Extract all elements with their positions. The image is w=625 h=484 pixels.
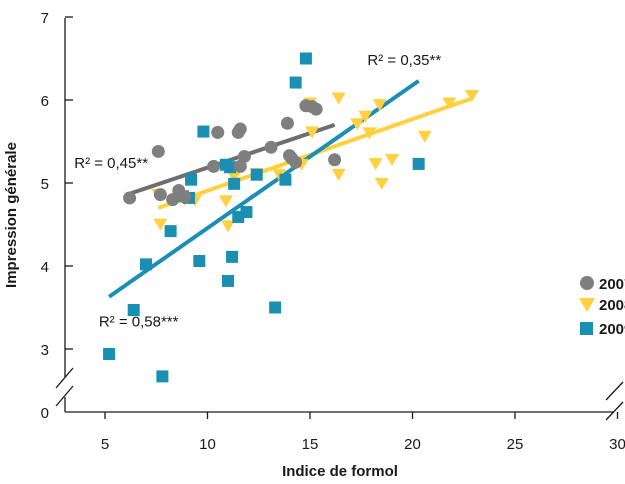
point-2007 — [166, 193, 180, 207]
point-2007 — [233, 159, 247, 173]
point-2008 — [362, 127, 377, 140]
point-2009 — [250, 168, 263, 181]
point-2008 — [368, 158, 383, 171]
point-2009 — [156, 370, 169, 383]
legend-label-2009: 2009 — [599, 321, 625, 338]
point-2008 — [331, 168, 346, 181]
point-2009 — [240, 206, 253, 219]
y-ticks: 0 3 4 5 6 7 — [41, 10, 73, 422]
point-2009 — [222, 274, 234, 287]
right-break-mark-bottom — [605, 401, 624, 421]
x-tick-label: 30 — [609, 436, 625, 453]
point-2009 — [164, 225, 177, 238]
point-2008 — [350, 118, 365, 131]
point-2009 — [279, 173, 292, 186]
point-2009 — [185, 173, 198, 186]
legend: 2007 2008 2009 — [579, 276, 625, 338]
point-2008 — [331, 92, 346, 105]
point-2008 — [442, 97, 457, 110]
point-2007 — [264, 140, 278, 154]
point-2008 — [372, 99, 387, 112]
point-2007 — [123, 191, 137, 205]
axes — [55, 18, 624, 421]
point-2008 — [417, 130, 432, 143]
right-break-mark-top — [605, 381, 624, 401]
legend-label-2007: 2007 — [599, 276, 625, 293]
point-2009 — [197, 125, 210, 138]
x-tick-label: 10 — [199, 436, 216, 453]
x-axis-title: Indice de formol — [282, 463, 398, 480]
point-2007 — [153, 188, 167, 202]
point-2008 — [464, 90, 479, 103]
y-tick-label: 3 — [41, 342, 49, 359]
point-2007 — [207, 159, 221, 173]
y-tick-label: 5 — [41, 176, 49, 193]
trend-line-2007 — [128, 123, 336, 196]
legend-marker-2007 — [580, 276, 594, 290]
point-2008 — [221, 220, 235, 233]
legend-marker-2009 — [580, 322, 593, 335]
annotation-r2-2009: R² = 0,35** — [367, 52, 441, 69]
x-tick-label: 20 — [404, 436, 421, 453]
annotation-r2-2008: R² = 0,58*** — [99, 314, 179, 331]
annotation-r2-2007: R² = 0,45** — [74, 155, 148, 172]
point-2009 — [269, 301, 282, 314]
x-tick-label: 5 — [101, 436, 109, 453]
point-2008 — [218, 195, 233, 208]
point-2007 — [178, 190, 192, 204]
y-tick-label: 4 — [41, 259, 49, 276]
point-2009 — [127, 303, 140, 316]
point-2007 — [328, 153, 342, 167]
point-2007 — [233, 122, 247, 136]
point-2009 — [289, 76, 302, 89]
data-points — [103, 52, 479, 383]
point-2009 — [193, 255, 206, 268]
point-2007 — [309, 102, 323, 116]
point-2008 — [385, 153, 399, 166]
y-axis-break-mark-bottom — [55, 385, 74, 407]
point-2008 — [305, 126, 320, 139]
x-tick-label: 25 — [507, 436, 524, 453]
point-2007 — [211, 125, 225, 139]
point-2009 — [228, 177, 241, 190]
legend-label-2008: 2008 — [599, 297, 625, 314]
point-2007 — [289, 155, 303, 169]
point-2008 — [272, 168, 287, 181]
point-2009 — [299, 52, 312, 65]
x-tick-label: 15 — [302, 436, 319, 453]
point-2007 — [280, 116, 294, 130]
y-tick-label: 6 — [41, 93, 49, 110]
annotations: R² = 0,35** R² = 0,45** R² = 0,58*** — [74, 52, 441, 330]
point-2008 — [227, 171, 242, 184]
point-2008 — [374, 178, 389, 190]
point-2008 — [358, 110, 373, 123]
y-axis-title: Impression générale — [3, 142, 20, 288]
point-2009 — [412, 157, 425, 170]
point-2009 — [140, 258, 152, 271]
point-2007 — [237, 149, 251, 163]
point-2009 — [226, 250, 239, 263]
y-tick-label: 0 — [41, 405, 49, 422]
point-2009 — [224, 161, 237, 174]
legend-marker-2008 — [579, 298, 595, 312]
point-2007 — [151, 144, 165, 158]
y-axis-break-mark-top — [55, 367, 74, 389]
y-tick-label: 7 — [41, 10, 49, 27]
x-ticks: 5 10 15 20 25 30 — [101, 412, 625, 453]
point-2009 — [103, 347, 116, 360]
point-2008 — [153, 218, 168, 231]
